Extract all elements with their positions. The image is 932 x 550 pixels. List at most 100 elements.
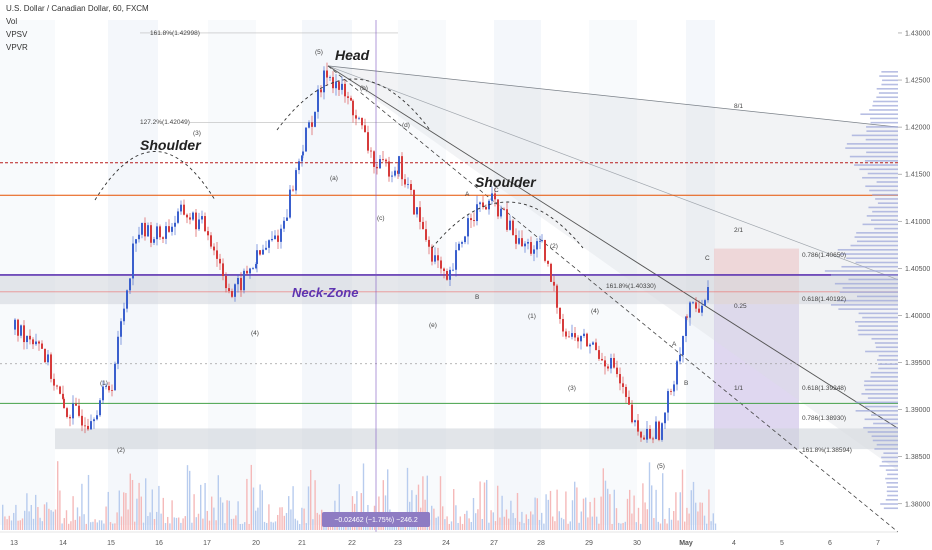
volume-bar <box>578 522 580 530</box>
wave-label: (1) <box>100 380 108 387</box>
candle-body <box>689 302 691 318</box>
volume-bar <box>406 467 409 530</box>
candle-body <box>195 212 197 230</box>
session-band <box>208 20 256 525</box>
volume-bar <box>314 480 316 530</box>
volume-profile-bar <box>850 244 898 247</box>
volume-bar <box>6 519 8 530</box>
volume-profile-bar <box>862 223 898 226</box>
volume-bar <box>470 521 472 530</box>
volume-bar <box>521 511 523 530</box>
volume-bar <box>123 492 125 530</box>
volume-bar <box>360 493 362 530</box>
volume-bar <box>439 476 442 530</box>
price-axis[interactable] <box>898 0 932 550</box>
volume-bar <box>109 522 112 530</box>
volume-profile-bar <box>871 337 898 340</box>
volume-profile-bar <box>887 473 898 476</box>
candle-body <box>398 156 400 174</box>
volume-bar <box>61 523 63 530</box>
candle-body <box>222 263 224 277</box>
volume-profile-bar <box>869 189 898 192</box>
candle-body <box>571 333 573 337</box>
volume-bar <box>107 491 109 530</box>
volume-bar <box>87 474 90 530</box>
candle-body <box>470 218 472 221</box>
candle-body <box>449 269 451 280</box>
candle-body <box>541 240 543 241</box>
volume-profile-bar <box>834 282 898 285</box>
volume-bar <box>712 513 714 530</box>
volume-bar <box>534 497 536 530</box>
candle-body <box>622 383 624 387</box>
volume-profile-bar <box>881 83 898 86</box>
candle-body <box>213 246 215 251</box>
volume-bar <box>523 523 525 530</box>
wave-label: A <box>465 191 470 198</box>
wave-label: (c) <box>377 215 385 222</box>
volume-bar <box>118 490 120 530</box>
volume-profile-bar <box>876 181 898 183</box>
candle-body <box>568 336 570 338</box>
volume-bar <box>670 519 673 530</box>
volume-bar <box>52 511 54 530</box>
volume-bar <box>285 512 288 530</box>
candle-body <box>379 159 381 169</box>
x-tick-label: 16 <box>155 540 163 547</box>
candle-body <box>192 212 194 220</box>
indicator-vpvr[interactable]: VPVR <box>6 43 28 52</box>
volume-bar <box>684 521 686 530</box>
candle-body <box>364 125 366 133</box>
indicator-vpsv[interactable]: VPSV <box>6 30 28 39</box>
candle-body <box>458 243 460 251</box>
candle-body <box>317 89 319 112</box>
candle-body <box>102 386 104 401</box>
volume-bar <box>411 490 413 530</box>
candle-body <box>686 316 688 318</box>
x-tick-label: 20 <box>252 540 260 547</box>
volume-bar <box>519 521 521 530</box>
candle-body <box>640 431 642 438</box>
volume-bar <box>230 518 233 530</box>
volume-bar <box>105 506 107 530</box>
candle-body <box>108 386 110 391</box>
chart-title: U.S. Dollar / Canadian Dollar, 60, FXCM <box>6 4 149 13</box>
volume-profile-bar <box>879 75 898 77</box>
candle-body <box>494 193 496 200</box>
volume-bar <box>699 502 701 530</box>
volume-profile-bar <box>849 155 898 158</box>
volume-profile-bar <box>862 176 898 179</box>
volume-profile-bar <box>854 236 898 238</box>
candle-body <box>308 122 310 128</box>
volume-bar <box>21 518 24 530</box>
measure-badge-bg <box>322 512 430 527</box>
gann-fan-area <box>328 65 898 471</box>
volume-bar <box>618 522 620 530</box>
volume-bar <box>446 516 448 530</box>
volume-bar <box>648 462 651 530</box>
volume-profile-bar <box>865 138 898 141</box>
wave-label: 127.2%(1.42049) <box>140 119 190 126</box>
y-tick-label: 1.39500 <box>905 360 930 367</box>
volume-bar <box>488 522 490 530</box>
volume-bar <box>259 484 261 530</box>
candle-body <box>320 89 322 93</box>
candle-body <box>81 415 83 426</box>
volume-bar <box>76 507 79 530</box>
indicator-vol[interactable]: Vol <box>6 17 18 26</box>
y-tick-label: 1.40500 <box>905 266 930 273</box>
volume-bar <box>580 511 582 530</box>
volume-bar <box>215 520 217 530</box>
volume-bar <box>569 521 571 530</box>
candle-body <box>225 276 227 289</box>
volume-profile-bar <box>876 87 898 90</box>
volume-bar <box>527 518 530 530</box>
volume-bar <box>556 489 558 530</box>
volume-bar <box>54 509 57 530</box>
volume-bar <box>63 518 65 530</box>
volume-bar <box>560 517 563 530</box>
volume-bar <box>13 512 15 530</box>
volume-bar <box>8 515 10 530</box>
